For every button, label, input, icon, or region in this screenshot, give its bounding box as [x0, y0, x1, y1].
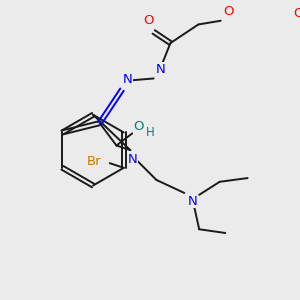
- Text: O: O: [134, 120, 144, 134]
- Text: O: O: [223, 5, 233, 18]
- Text: N: N: [127, 153, 137, 166]
- Text: N: N: [156, 63, 166, 76]
- Text: O: O: [294, 7, 300, 20]
- Text: H: H: [146, 126, 154, 139]
- Text: N: N: [123, 73, 133, 86]
- Text: N: N: [188, 195, 198, 208]
- Text: O: O: [143, 14, 153, 27]
- Text: Br: Br: [87, 155, 101, 168]
